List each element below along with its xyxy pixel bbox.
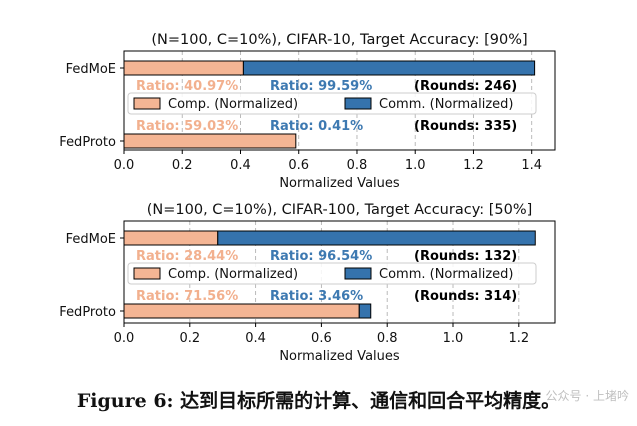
chart2-bar-comm-fedmoe <box>217 230 536 246</box>
watermark-text: 公众号 · 上堵吟 <box>545 389 629 403</box>
chart1-x-tick-label: 0.0 <box>114 158 135 173</box>
chart2-category-label: FedProto <box>59 305 116 320</box>
chart2-bar-comm-fedproto <box>358 303 372 319</box>
chart1-category-label: FedMoE <box>66 62 116 77</box>
chart1-legend-label-comm: Comm. (Normalized) <box>379 97 514 112</box>
chart2-category-label: FedMoE <box>66 232 116 247</box>
chart1-rounds-label: (Rounds: 246) <box>414 79 517 94</box>
chart1-bar-comp-fedmoe <box>123 60 244 76</box>
chart1-axes-frame <box>123 50 556 151</box>
chart2-x-tick-label: 0.4 <box>245 331 266 346</box>
chart2-x-axis-label: Normalized Values <box>279 349 400 364</box>
chart2-comp-ratio-label: Ratio: 71.56% <box>136 289 238 304</box>
chart2-title: (N=100, C=10%), CIFAR-100, Target Accura… <box>147 202 533 218</box>
chart2-comm-ratio-label: Ratio: 3.46% <box>270 289 363 304</box>
chart1-comm-ratio-label: Ratio: 99.59% <box>270 79 372 94</box>
chart1-comp-ratio-label: Ratio: 59.03% <box>136 119 238 134</box>
chart2-x-tick-label: 0.2 <box>179 331 200 346</box>
chart1-bar-comp-fedproto <box>123 133 297 149</box>
chart1-bar-comm-fedmoe <box>242 60 536 76</box>
chart2-legend-swatch-comp <box>133 267 161 280</box>
chart1-x-tick-label: 0.6 <box>288 158 309 173</box>
chart2-x-tick-label: 0.0 <box>114 331 135 346</box>
chart2-legend-label-comp: Comp. (Normalized) <box>168 267 298 282</box>
chart1-x-tick-label: 0.4 <box>230 158 251 173</box>
figure-caption: Figure 6: 达到目标所需的计算、通信和回合平均精度。 <box>76 390 561 412</box>
chart1-x-tick-label: 0.8 <box>347 158 368 173</box>
chart2-bar-comp-fedproto <box>123 303 360 319</box>
chart2-x-tick-label: 0.6 <box>311 331 332 346</box>
chart1-legend-swatch-comm <box>344 97 372 110</box>
chart2-legend-box <box>127 262 537 285</box>
chart1-title: (N=100, C=10%), CIFAR-10, Target Accurac… <box>151 32 527 48</box>
chart2-comp-ratio-label: Ratio: 28.44% <box>136 249 238 264</box>
chart1-x-tick-label: 1.2 <box>463 158 484 173</box>
chart2-rounds-label: (Rounds: 314) <box>414 289 517 304</box>
chart2-comm-ratio-label: Ratio: 96.54% <box>270 249 372 264</box>
chart1-rounds-label: (Rounds: 335) <box>414 119 517 134</box>
chart1-x-axis-label: Normalized Values <box>279 176 400 191</box>
chart2-x-tick-label: 0.8 <box>377 331 398 346</box>
chart2-legend-label-comm: Comm. (Normalized) <box>379 267 514 282</box>
chart1-legend-swatch-comp <box>133 97 161 110</box>
chart2-rounds-label: (Rounds: 132) <box>414 249 517 264</box>
chart1-x-tick-label: 1.0 <box>405 158 426 173</box>
chart1-category-label: FedProto <box>59 135 116 150</box>
chart1-comp-ratio-label: Ratio: 40.97% <box>136 79 238 94</box>
chart1-comm-ratio-label: Ratio: 0.41% <box>270 119 363 134</box>
chart2-x-tick-label: 1.0 <box>443 331 464 346</box>
chart1-x-tick-label: 1.4 <box>521 158 542 173</box>
chart2-x-tick-label: 1.2 <box>508 331 529 346</box>
chart1-legend-box <box>127 92 537 115</box>
chart2-bar-comp-fedmoe <box>123 230 219 246</box>
chart1-x-tick-label: 0.2 <box>172 158 193 173</box>
chart2-legend-swatch-comm <box>344 267 372 280</box>
chart1-legend-label-comp: Comp. (Normalized) <box>168 97 298 112</box>
chart2-axes-frame <box>123 220 556 324</box>
